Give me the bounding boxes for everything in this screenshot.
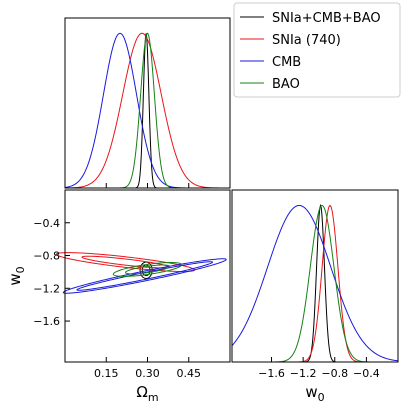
w0-x-tick-label: −0.4 — [353, 367, 380, 380]
omega-m-pdf-snia_cmb_bao — [65, 33, 230, 189]
x-tick-label: 0.45 — [177, 367, 202, 380]
contour-snia_740-1 — [81, 255, 170, 269]
contour-bao-1 — [125, 264, 170, 275]
y-tick-label: −1.2 — [33, 282, 60, 295]
x-axis-label-w0: w0 — [305, 383, 324, 404]
w0-x-tick-label: −1.2 — [290, 367, 317, 380]
contour-panel — [64, 189, 231, 363]
contour-bao-2 — [112, 262, 183, 277]
legend-label: BAO — [272, 77, 300, 92]
legend-box — [233, 2, 401, 98]
y-axis-label-w0: w0 — [6, 266, 27, 285]
y-tick-label: −0.4 — [33, 217, 60, 230]
legend-label: CMB — [272, 55, 301, 70]
omega-m-pdf-snia_740 — [64, 32, 231, 189]
y-tick-label: −1.6 — [33, 315, 60, 328]
w0-pdf-cmb — [231, 204, 399, 362]
x-axis-label-omega-m: Ωm — [136, 383, 158, 404]
contour-snia_cmb_bao-2 — [139, 261, 153, 279]
legend-label: SNIa+CMB+BAO — [272, 11, 381, 26]
w0-marginal-panel — [231, 189, 399, 363]
legend-label: SNIa (740) — [272, 33, 341, 48]
contour-cmb-1 — [76, 261, 214, 291]
contour-cmb-2 — [62, 258, 227, 294]
w0-x-tick-label: −1.6 — [258, 367, 285, 380]
y-tick-label: −0.8 — [33, 250, 60, 263]
w0-x-tick-label: −0.8 — [321, 367, 348, 380]
x-tick-label: 0.15 — [94, 367, 119, 380]
x-tick-label: 0.30 — [135, 367, 160, 380]
